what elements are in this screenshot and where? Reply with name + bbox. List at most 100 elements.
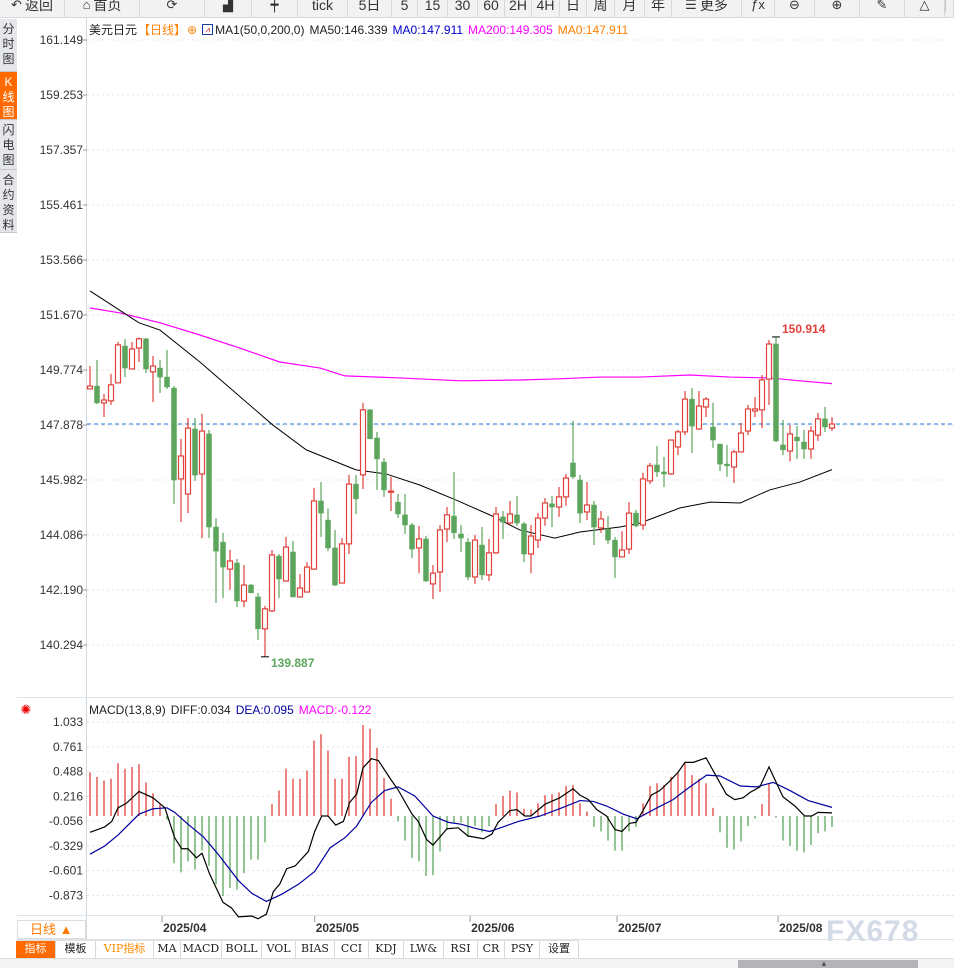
toolbar-月-button[interactable]: 月	[615, 0, 645, 18]
candle-body	[290, 551, 296, 598]
toolbar-label: 5日	[358, 0, 381, 13]
indicator-tab-指标[interactable]: 指标	[16, 941, 56, 958]
bar-chart-button[interactable]: ▟	[205, 0, 252, 18]
indicator-tab-rsi[interactable]: RSI	[444, 941, 478, 958]
period-button[interactable]: 日线 ▲	[17, 920, 86, 939]
candle-body	[220, 541, 226, 568]
toolbar-返回-button[interactable]: ↶ 返回	[0, 0, 65, 18]
indicator-tab-设置[interactable]: 设置	[540, 941, 579, 958]
candle-up	[534, 513, 542, 548]
toolbar-label: 2H	[509, 0, 527, 13]
scrollbar-thumb[interactable]: ▲	[738, 959, 918, 968]
y-tick-label: 161.149	[40, 33, 84, 47]
side-tab-time-chart[interactable]: 分时图	[0, 19, 17, 72]
indicator-tab-kdj[interactable]: KDJ	[369, 941, 404, 958]
add-icon[interactable]: ⊕	[187, 22, 198, 37]
candle-down	[591, 500, 597, 546]
indicator-tab-macd[interactable]: MACD	[181, 941, 222, 958]
toolbar-年-button[interactable]: 年	[645, 0, 672, 18]
triangle-button[interactable]: △	[905, 0, 945, 18]
side-tab-contract-info[interactable]: 合约资料	[0, 170, 17, 233]
indicator-tab-cci[interactable]: CCI	[335, 941, 369, 958]
indicator-tab-vip指标[interactable]: VIP指标	[96, 941, 154, 958]
candle-up	[618, 531, 626, 558]
toolbar-label: 30	[454, 0, 471, 13]
y-tick-label: 153.566	[40, 253, 84, 267]
toolbar-label: 首页	[93, 0, 122, 13]
candle-up	[506, 500, 514, 526]
indicator-tab-模板[interactable]: 模板	[56, 941, 96, 958]
candle-body	[345, 483, 353, 545]
toolbar-更多-button[interactable]: ☰ 更多	[672, 0, 742, 18]
toolbar-5-button[interactable]: 5	[392, 0, 418, 18]
pen-button[interactable]: ✎	[860, 0, 905, 18]
indicator-tab-lw&[interactable]: LW&	[404, 941, 444, 958]
candle-up	[758, 375, 766, 429]
candle-down	[780, 420, 786, 456]
candle-down	[549, 496, 555, 528]
candle-body	[255, 596, 261, 630]
toolbar-15-button[interactable]: 15	[418, 0, 448, 18]
candle-body	[773, 343, 779, 442]
toolbar-5日-button[interactable]: 5日	[348, 0, 392, 18]
candle-body	[402, 514, 408, 526]
candle-body	[122, 345, 128, 369]
toolbar-4H-button[interactable]: 4H	[532, 0, 560, 18]
candle-up	[555, 487, 563, 517]
candle-down	[521, 522, 527, 563]
indicator-tab-bias[interactable]: BIAS	[296, 941, 335, 958]
macd-name: MACD(13,8,9)	[89, 703, 166, 717]
function-button[interactable]: ƒx	[742, 0, 775, 18]
indicator-settings-icon[interactable]: ⩘	[202, 24, 214, 35]
toolbar-label: 60	[483, 0, 499, 13]
candle-up	[737, 422, 745, 453]
candle-up	[751, 397, 759, 418]
candle-body	[94, 385, 100, 404]
zoom-out-button[interactable]: ⊖	[775, 0, 815, 18]
indicator-tab-cr[interactable]: CR	[478, 941, 505, 958]
candle-body	[794, 436, 800, 442]
candle-body	[303, 566, 311, 593]
toolbar-30-button[interactable]: 30	[448, 0, 478, 18]
refresh-button[interactable]: ⟳	[140, 0, 205, 18]
toolbar-日-button[interactable]: 日	[560, 0, 587, 18]
indicator-tab-psy[interactable]: PSY	[505, 941, 540, 958]
candle-up	[338, 538, 346, 584]
candle-down	[234, 558, 240, 608]
candle-up	[765, 339, 773, 405]
candlestick-button[interactable]: ┿	[252, 0, 298, 18]
pen-icon: ✎	[876, 0, 888, 12]
candle-down	[409, 522, 415, 559]
zoom-in-button[interactable]: ⊕	[815, 0, 860, 18]
candle-body	[240, 584, 248, 602]
candle-body	[801, 441, 807, 450]
indicator-tab-boll[interactable]: BOLL	[222, 941, 262, 958]
toolbar-tick-button[interactable]: tick	[298, 0, 348, 18]
more-button[interactable]: ▏	[945, 0, 954, 18]
candle-up	[583, 482, 591, 521]
candle-up	[492, 507, 500, 555]
toolbar-首页-button[interactable]: ⌂ 首页	[65, 0, 140, 18]
candle-body	[500, 516, 506, 523]
macd-y-tick-label: 1.033	[53, 715, 83, 729]
horizontal-scrollbar[interactable]: ▲	[0, 958, 954, 968]
macd-settings-icon[interactable]: ✺	[20, 702, 32, 717]
y-tick-label: 149.774	[40, 363, 84, 377]
dea-value: DEA:0.095	[235, 703, 294, 717]
indicator-tab-ma[interactable]: MA	[154, 941, 181, 958]
candle-up	[786, 424, 794, 462]
toolbar-2H-button[interactable]: 2H	[505, 0, 532, 18]
toolbar-60-button[interactable]: 60	[478, 0, 505, 18]
scroll-up-arrow-icon[interactable]: ▲	[820, 959, 828, 968]
side-tab-flash-chart[interactable]: 闪电图	[0, 120, 17, 170]
candle-down	[206, 429, 212, 539]
candle-up	[114, 341, 122, 384]
candle-body	[724, 463, 730, 467]
indicator-tab-vol[interactable]: VOL	[262, 941, 296, 958]
y-tick-label: 151.670	[40, 308, 84, 322]
candle-up	[527, 525, 535, 574]
toolbar-周-button[interactable]: 周	[587, 0, 615, 18]
watermark-logo: FX678	[826, 915, 920, 948]
side-tab-k-chart[interactable]: K线图	[0, 72, 17, 120]
